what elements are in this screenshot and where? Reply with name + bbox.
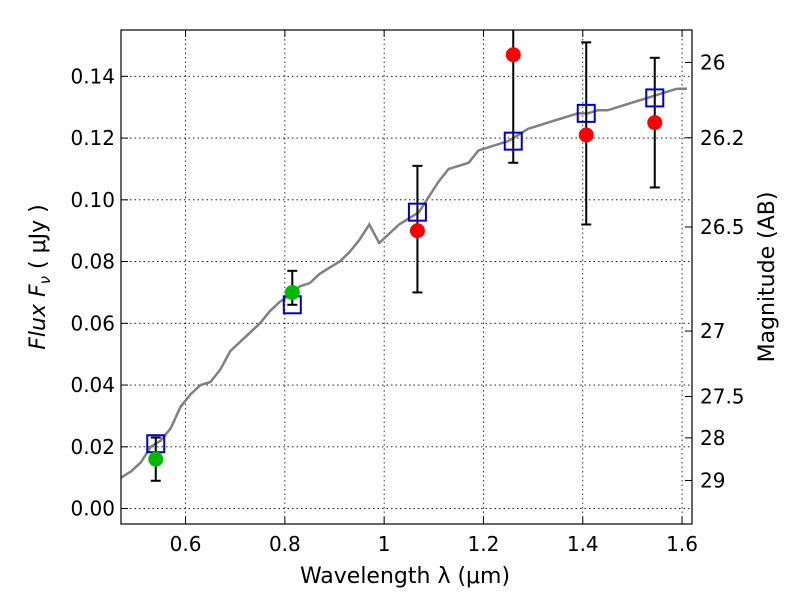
model-band-square [503, 131, 523, 151]
right-tick-label: 29 [700, 468, 725, 492]
right-tick-label: 26.5 [700, 215, 745, 239]
y-tick-label: 0.14 [70, 64, 115, 88]
right-tick-label: 27.5 [700, 384, 745, 408]
x-tick-label: 1.2 [468, 532, 500, 556]
y-tick-label: 0.12 [70, 126, 115, 150]
y-tick-label: 0.10 [70, 188, 115, 212]
green-data-point [148, 451, 164, 467]
right-tick-label: 27 [700, 319, 725, 343]
x-tick-label: 1.4 [567, 532, 599, 556]
axis-ticks: 0.6 0.8 1 1.2 1.4 1.6 0.00 0.02 0.04 0.06 0.08 0.10… [70, 30, 745, 556]
right-tick-label: 26 [700, 50, 725, 74]
y-axis-label-sub: ν [36, 276, 54, 284]
y-axis-label-main: Flux F [26, 284, 51, 350]
y-tick-label: 0.00 [70, 497, 115, 521]
y-tick-label: 0.08 [70, 250, 115, 274]
right-tick-label: 26.2 [700, 126, 745, 150]
red-data-point [409, 223, 425, 239]
model-band-square [407, 202, 427, 222]
grid-lines [121, 30, 692, 524]
red-data-point [505, 47, 521, 63]
red-data-point [578, 127, 594, 143]
y-tick-label: 0.06 [70, 311, 115, 335]
right-axis-label: Magnitude (AB) [755, 192, 780, 363]
y-axis-label-unit: ( μJy ) [26, 204, 51, 276]
x-tick-label: 0.8 [269, 532, 301, 556]
model-band-square [645, 88, 665, 108]
x-tick-label: 1 [378, 532, 391, 556]
model-spectrum-line [120, 87, 687, 479]
y-axis-label: Flux Fν ( μJy ) [26, 204, 54, 349]
right-tick-label: 28 [700, 426, 725, 450]
x-tick-label: 1.6 [666, 532, 698, 556]
y-tick-label: 0.04 [70, 373, 115, 397]
plot-frame [120, 29, 693, 525]
x-axis-label: Wavelength λ (μm) [300, 564, 510, 589]
y-tick-label: 0.02 [70, 435, 115, 459]
red-data-point [647, 115, 663, 131]
x-tick-label: 0.6 [170, 532, 202, 556]
data-marks [146, 30, 665, 482]
green-data-point [284, 284, 300, 300]
model-band-square [576, 103, 596, 123]
